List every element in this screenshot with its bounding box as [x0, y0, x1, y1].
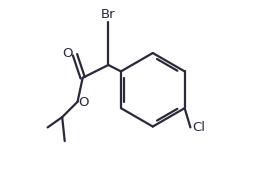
- Text: O: O: [78, 96, 89, 109]
- Text: O: O: [62, 47, 72, 60]
- Text: Cl: Cl: [192, 121, 205, 134]
- Text: Br: Br: [101, 8, 116, 21]
